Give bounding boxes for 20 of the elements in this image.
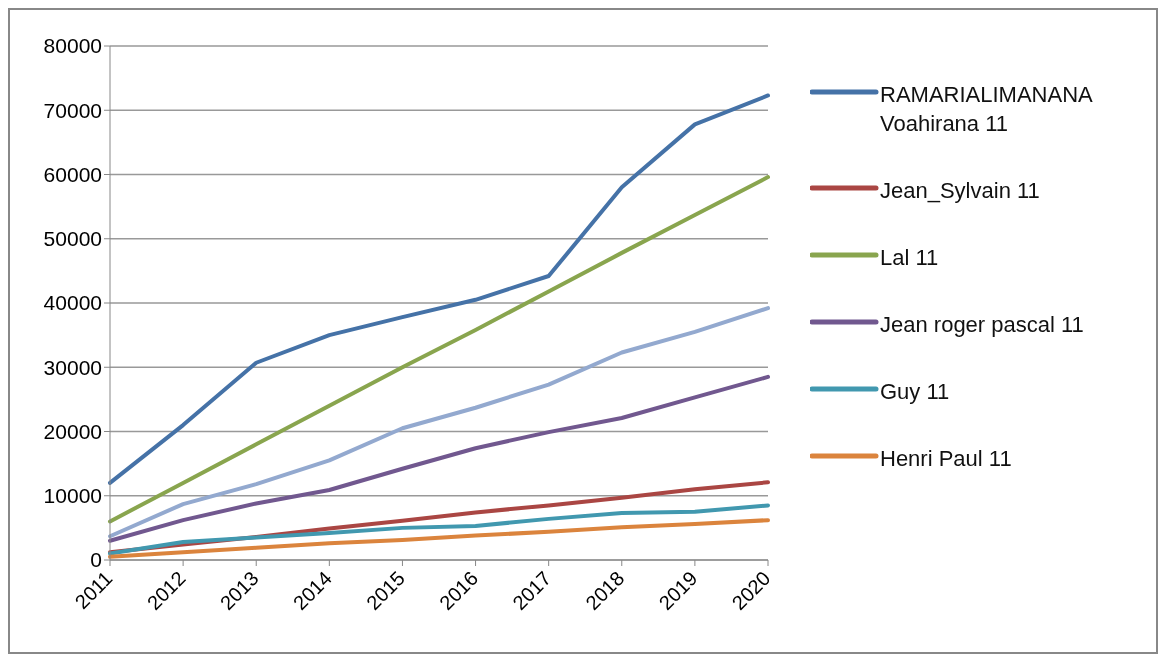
line-series <box>108 175 770 524</box>
y-tick-label: 70000 <box>43 98 102 122</box>
y-tick-label: 50000 <box>43 227 102 251</box>
line-series <box>108 503 770 556</box>
line-series <box>108 306 770 539</box>
y-tick-label: 30000 <box>43 355 102 379</box>
legend-label: Jean roger pascal 11 <box>880 311 1085 339</box>
legend-label: RAMARIALIMANANA Voahirana 11 <box>880 81 1094 138</box>
legend-label: Henri Paul 11 <box>880 445 1013 473</box>
legend-label: Guy 11 <box>880 378 951 406</box>
legend-label: Jean_Sylvain 11 <box>880 177 1041 205</box>
line-series <box>108 93 770 485</box>
line-series <box>108 374 770 543</box>
y-tick-label: 80000 <box>43 34 102 58</box>
legend-label: Lal 11 <box>880 244 940 272</box>
y-tick-label: 0 <box>90 548 102 572</box>
y-tick-label: 10000 <box>43 484 102 508</box>
y-tick-label: 60000 <box>43 162 102 186</box>
y-tick-label: 20000 <box>43 419 102 443</box>
y-tick-label: 40000 <box>43 291 102 315</box>
